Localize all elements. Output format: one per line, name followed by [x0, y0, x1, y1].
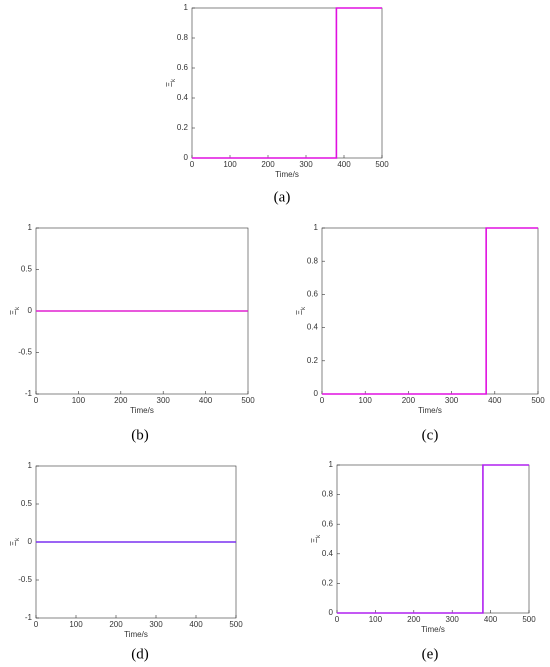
y-tick-label: 0.6 — [307, 290, 319, 299]
x-tick-label: 500 — [241, 396, 255, 405]
y-tick-label: 0.2 — [322, 579, 334, 588]
x-tick-label: 100 — [369, 615, 383, 624]
y-axis-label: Ξk — [165, 78, 176, 87]
x-tick-label: 200 — [407, 615, 421, 624]
data-line — [337, 464, 529, 614]
x-axis-label: Time/s — [275, 170, 299, 179]
x-tick-label: 200 — [109, 620, 123, 629]
y-tick-label: 0.4 — [307, 323, 319, 332]
x-tick-label: 100 — [69, 620, 83, 629]
x-tick-label: 500 — [229, 620, 243, 629]
y-tick-label: 0.2 — [307, 356, 319, 365]
x-tick-label: 500 — [522, 615, 536, 624]
y-tick-label: 0 — [329, 608, 334, 617]
y-tick-label: 1 — [329, 460, 334, 469]
x-tick-label: 300 — [157, 396, 171, 405]
x-tick-label: 300 — [445, 396, 459, 405]
x-axis-label: Time/s — [130, 406, 154, 415]
y-tick-label: 0 — [184, 153, 189, 162]
x-tick-label: 400 — [488, 396, 502, 405]
y-tick-label: -0.5 — [18, 575, 32, 584]
x-tick-label: 400 — [199, 396, 213, 405]
panel-label: (b) — [131, 427, 149, 443]
panel-label: (c) — [422, 427, 439, 443]
y-tick-label: 1 — [314, 223, 319, 232]
y-axis-subscript: k — [15, 537, 21, 541]
y-axis-label: Ξk — [310, 534, 321, 543]
y-axis-subscript: k — [171, 78, 177, 82]
x-tick-label: 100 — [223, 160, 237, 169]
x-tick-label: 0 — [34, 620, 39, 629]
data-line — [192, 7, 382, 159]
y-tick-label: -1 — [25, 613, 33, 622]
y-axis-symbol: Ξ — [9, 310, 18, 315]
y-tick-label: 0.5 — [21, 499, 33, 508]
y-tick-label: 1 — [28, 223, 33, 232]
y-tick-label: 1 — [28, 461, 33, 470]
y-tick-label: 0.5 — [21, 265, 33, 274]
y-axis-symbol: Ξ — [310, 538, 319, 543]
y-tick-label: 0 — [28, 306, 33, 315]
x-axis-label: Time/s — [124, 630, 148, 639]
y-tick-label: 0 — [28, 537, 33, 546]
x-tick-label: 300 — [149, 620, 163, 629]
y-axis-label: Ξk — [9, 537, 20, 546]
x-tick-label: 200 — [114, 396, 128, 405]
y-tick-label: -1 — [25, 389, 33, 398]
y-tick-label: 0.8 — [177, 33, 189, 42]
x-tick-label: 0 — [190, 160, 195, 169]
y-axis-label: Ξk — [295, 306, 306, 315]
y-tick-label: 0.4 — [322, 549, 334, 558]
data-line — [322, 227, 538, 395]
x-tick-label: 100 — [359, 396, 373, 405]
y-tick-label: 0.6 — [177, 63, 189, 72]
x-tick-label: 0 — [335, 615, 340, 624]
x-tick-label: 500 — [375, 160, 389, 169]
y-axis-symbol: Ξ — [9, 541, 18, 546]
plot-area — [336, 464, 530, 614]
x-tick-label: 300 — [446, 615, 460, 624]
y-tick-label: 1 — [184, 3, 189, 12]
x-tick-label: 400 — [484, 615, 498, 624]
x-tick-label: 400 — [337, 160, 351, 169]
x-tick-label: 400 — [189, 620, 203, 629]
x-axis-label: Time/s — [421, 625, 445, 634]
panel-label: (d) — [131, 646, 149, 662]
x-tick-label: 200 — [261, 160, 275, 169]
y-tick-label: 0.6 — [322, 519, 334, 528]
y-tick-label: 0.4 — [177, 93, 189, 102]
x-tick-label: 0 — [320, 396, 325, 405]
y-tick-label: 0.8 — [322, 490, 334, 499]
x-tick-label: 500 — [531, 396, 545, 405]
y-axis-symbol: Ξ — [165, 82, 174, 87]
y-axis-subscript: k — [15, 306, 21, 310]
y-tick-label: 0 — [314, 389, 319, 398]
y-axis-subscript: k — [301, 306, 307, 310]
y-tick-label: 0.2 — [177, 123, 189, 132]
y-axis-symbol: Ξ — [295, 310, 304, 315]
panel-label: (e) — [422, 646, 439, 662]
plot-area — [191, 7, 383, 159]
panel-label: (a) — [274, 189, 291, 205]
y-tick-label: 0.8 — [307, 256, 319, 265]
y-axis-label: Ξk — [9, 306, 20, 315]
y-axis-subscript: k — [316, 534, 322, 538]
x-axis-label: Time/s — [418, 406, 442, 415]
x-tick-label: 200 — [402, 396, 416, 405]
x-tick-label: 100 — [72, 396, 86, 405]
y-tick-label: -0.5 — [18, 348, 32, 357]
x-tick-label: 300 — [299, 160, 313, 169]
x-tick-label: 0 — [34, 396, 39, 405]
plot-area — [321, 227, 539, 395]
